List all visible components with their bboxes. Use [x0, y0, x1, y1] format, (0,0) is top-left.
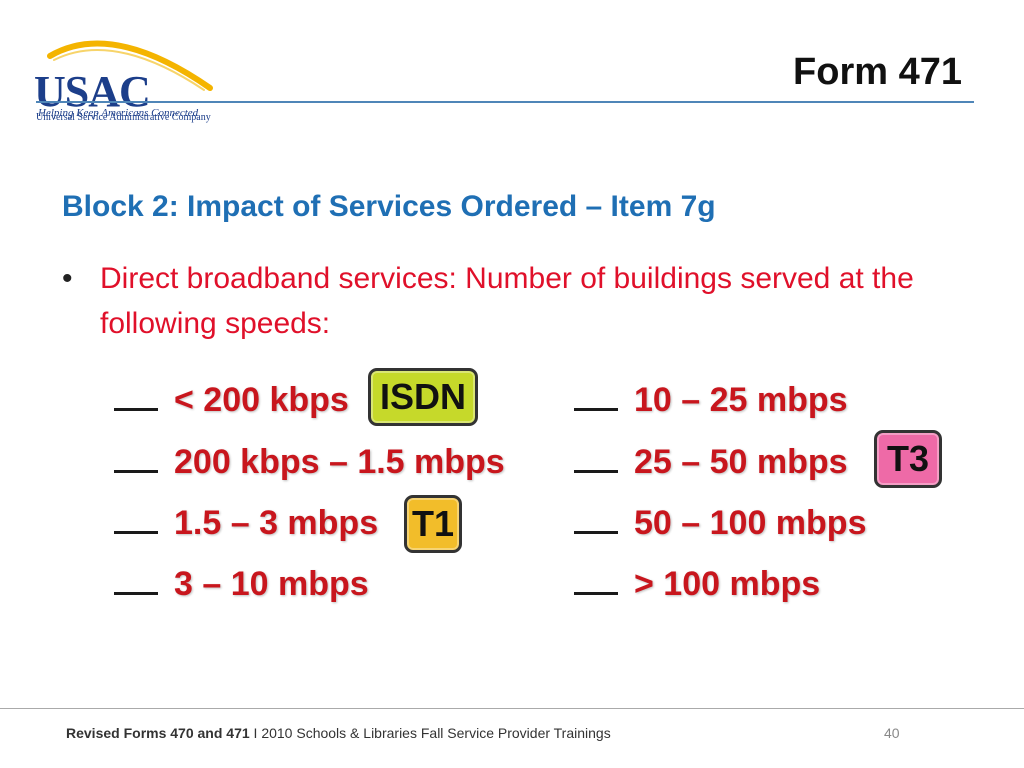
header-divider — [36, 101, 974, 103]
speed-label: > 100 mbps — [634, 565, 821, 603]
speed-row: > 100 mbps — [574, 566, 820, 601]
speed-label: 10 – 25 mbps — [634, 381, 848, 419]
form-title: Form 471 — [793, 51, 962, 93]
speed-row: < 200 kbps — [114, 382, 349, 417]
blank-line — [114, 444, 158, 473]
speed-row: 3 – 10 mbps — [114, 566, 369, 601]
footer-bold-text: Revised Forms 470 and 471 — [66, 725, 250, 741]
speed-row: 1.5 – 3 mbps — [114, 505, 378, 540]
usac-logo: USAC Universal Service Administrative Co… — [32, 26, 222, 126]
bullet-marker: • — [62, 262, 73, 295]
speed-label: 3 – 10 mbps — [174, 565, 369, 603]
blank-line — [114, 382, 158, 411]
blank-line — [574, 382, 618, 411]
blank-line — [114, 566, 158, 595]
speed-label: 50 – 100 mbps — [634, 504, 867, 542]
block-title: Block 2: Impact of Services Ordered – It… — [62, 190, 716, 223]
t1-badge: T1 — [404, 495, 462, 553]
speed-row: 25 – 50 mbps — [574, 444, 848, 479]
t3-badge: T3 — [874, 430, 942, 488]
speed-row: 10 – 25 mbps — [574, 382, 848, 417]
blank-line — [574, 444, 618, 473]
bullet-text: Direct broadband services: Number of bui… — [100, 262, 914, 340]
footer-divider — [0, 708, 1024, 709]
speed-label: 25 – 50 mbps — [634, 443, 848, 481]
page-number: 40 — [884, 725, 900, 741]
speed-label: 1.5 – 3 mbps — [174, 504, 379, 542]
logo-name: USAC — [34, 67, 151, 116]
blank-line — [574, 505, 618, 534]
speed-row: 200 kbps – 1.5 mbps — [114, 444, 505, 479]
blank-line — [574, 566, 618, 595]
logo-tagline: Helping Keep Americans Connected — [38, 107, 199, 119]
footer-rest-text: I 2010 Schools & Libraries Fall Service … — [249, 725, 611, 741]
bullet-item: • Direct broadband services: Number of b… — [62, 256, 972, 346]
isdn-badge: ISDN — [368, 368, 478, 426]
speed-label: 200 kbps – 1.5 mbps — [174, 443, 505, 481]
logo-arc-icon — [47, 40, 213, 91]
speed-row: 50 – 100 mbps — [574, 505, 866, 540]
blank-line — [114, 505, 158, 534]
speed-label: < 200 kbps — [174, 381, 349, 419]
footer-text: Revised Forms 470 and 471 I 2010 Schools… — [66, 725, 611, 741]
logo-subtitle: Universal Service Administrative Company — [36, 112, 211, 123]
